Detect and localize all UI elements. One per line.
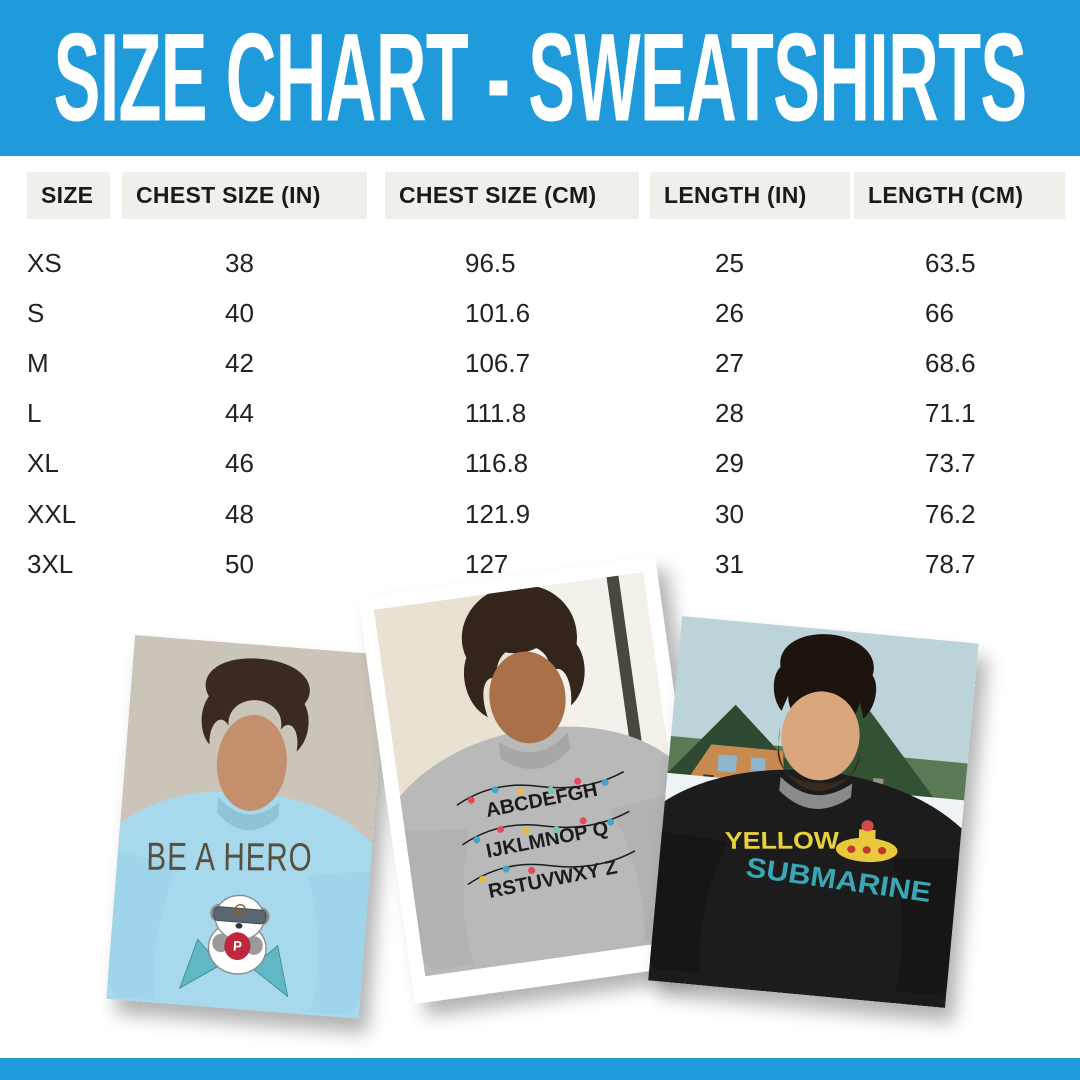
svg-text:YELLOW: YELLOW bbox=[725, 828, 840, 855]
svg-text:BE A HERO: BE A HERO bbox=[146, 836, 313, 880]
svg-text:P: P bbox=[232, 938, 242, 954]
svg-text:P: P bbox=[237, 908, 242, 917]
